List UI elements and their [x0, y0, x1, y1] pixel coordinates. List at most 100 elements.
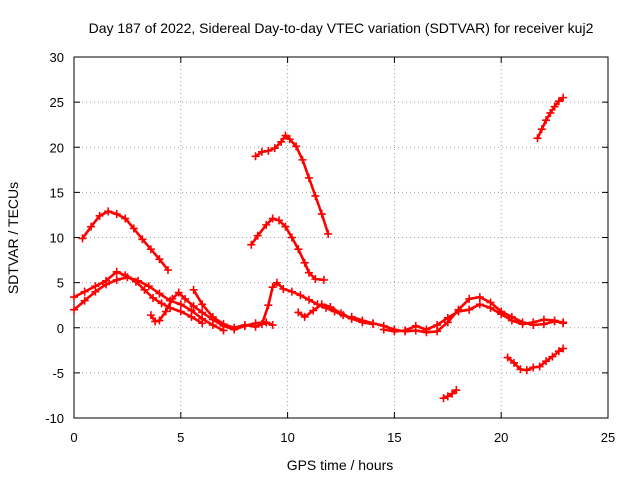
data-point-marker	[144, 282, 153, 291]
data-point-marker	[550, 102, 559, 111]
data-point-marker	[270, 144, 279, 153]
data-point-marker	[198, 300, 207, 309]
y-tick-label: 25	[50, 95, 64, 110]
data-point-marker	[324, 229, 333, 238]
data-point-marker	[529, 363, 538, 372]
data-point-marker	[358, 316, 367, 325]
data-point-marker	[112, 267, 121, 276]
data-point-marker	[277, 137, 286, 146]
data-point-marker	[247, 240, 256, 249]
data-point-marker	[198, 319, 207, 328]
data-point-marker	[304, 173, 313, 182]
series-trace-11	[379, 300, 568, 336]
x-tick-label: 15	[387, 430, 401, 445]
data-point-marker	[294, 245, 303, 254]
data-point-marker	[230, 323, 239, 332]
data-point-marker	[138, 235, 147, 244]
data-point-marker	[281, 131, 290, 140]
data-point-marker	[91, 282, 100, 291]
data-point-marker	[155, 289, 164, 298]
data-point-marker	[146, 311, 155, 320]
data-point-marker	[198, 308, 207, 317]
data-point-marker	[176, 300, 185, 309]
data-point-marker	[516, 365, 525, 374]
data-point-marker	[317, 210, 326, 219]
y-tick-label: -10	[45, 411, 64, 426]
axis-ticks: 0 5 10 15 20 25 -10 -5 0 5 10 15 20 25 30	[45, 50, 615, 445]
series-trace-6	[257, 278, 356, 329]
series-trace-3	[70, 267, 207, 328]
x-tick-label: 5	[177, 430, 184, 445]
data-point-marker	[337, 309, 345, 318]
data-point-marker	[80, 287, 89, 296]
data-point-marker	[554, 97, 563, 106]
data-point-marker	[163, 265, 172, 274]
y-axis-label: SDTVAR / TECUs	[5, 182, 21, 294]
data-point-marker	[401, 326, 410, 335]
data-point-marker	[168, 294, 177, 303]
data-point-marker	[452, 386, 461, 395]
data-point-marker	[257, 147, 266, 156]
data-point-marker	[533, 134, 542, 143]
data-point-marker	[443, 392, 452, 401]
data-point-marker	[529, 318, 538, 327]
data-point-marker	[465, 294, 474, 303]
data-point-marker	[300, 312, 309, 321]
data-point-marker	[311, 275, 320, 284]
data-point-marker	[87, 222, 96, 231]
data-point-marker	[296, 291, 305, 300]
data-point-marker	[503, 353, 512, 362]
data-point-marker	[285, 135, 294, 144]
data-point-marker	[510, 358, 519, 367]
data-point-marker	[140, 285, 149, 294]
data-point-marker	[251, 322, 260, 331]
data-point-marker	[121, 271, 130, 280]
data-point-marker	[507, 316, 516, 325]
series-trace	[382, 302, 565, 333]
data-point-marker	[264, 146, 273, 155]
data-point-marker	[294, 308, 303, 317]
data-point-marker	[189, 302, 198, 311]
data-point-marker	[161, 307, 170, 316]
data-point-marker	[559, 93, 568, 102]
data-point-marker	[287, 287, 296, 296]
data-point-marker	[539, 315, 548, 324]
data-point-marker	[80, 296, 89, 305]
data-point-marker	[559, 344, 568, 353]
data-point-marker	[129, 224, 138, 233]
data-series	[70, 93, 568, 403]
data-point-marker	[304, 295, 313, 304]
x-tick-label: 20	[494, 430, 508, 445]
data-point-marker	[319, 275, 328, 284]
data-point-marker	[422, 325, 431, 334]
data-point-marker	[439, 394, 448, 403]
data-point-marker	[537, 125, 546, 134]
y-tick-label: -5	[52, 366, 64, 381]
data-point-marker	[151, 317, 160, 326]
data-point-marker	[542, 116, 551, 125]
y-tick-label: 10	[50, 231, 64, 246]
data-point-marker	[268, 283, 277, 292]
data-point-marker	[554, 347, 563, 356]
data-point-marker	[550, 316, 559, 325]
data-point-marker	[311, 191, 320, 200]
data-point-marker	[546, 108, 555, 117]
data-point-marker	[268, 214, 277, 223]
y-tick-label: 15	[50, 185, 64, 200]
data-point-marker	[149, 293, 158, 302]
data-point-marker	[475, 293, 484, 302]
data-point-marker	[272, 278, 281, 287]
data-point-marker	[187, 312, 196, 321]
series-trace	[250, 217, 326, 282]
y-tick-label: 20	[50, 140, 64, 155]
series-trace-12	[439, 386, 461, 403]
data-point-marker	[497, 310, 506, 319]
data-point-marker	[275, 216, 284, 225]
data-point-marker	[292, 142, 301, 151]
data-point-marker	[70, 305, 78, 314]
data-point-marker	[448, 389, 457, 398]
data-point-marker	[155, 316, 164, 325]
chart-title: Day 187 of 2022, Sidereal Day-to-day VTE…	[89, 20, 594, 36]
y-tick-label: 5	[57, 276, 64, 291]
